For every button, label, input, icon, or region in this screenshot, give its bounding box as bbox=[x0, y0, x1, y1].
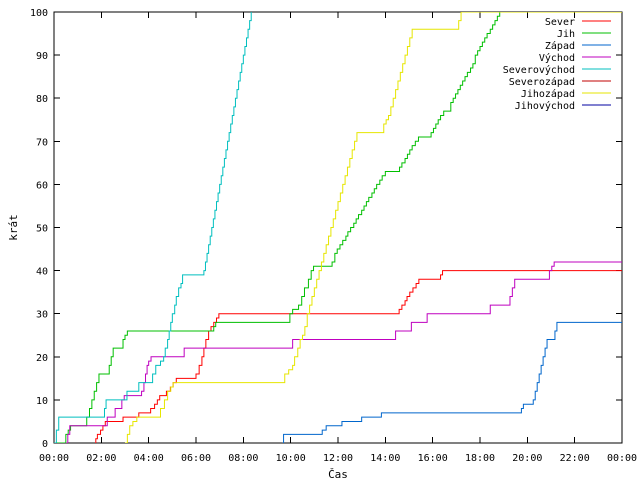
series-line-3 bbox=[65, 261, 622, 443]
x-tick-label: 04:00 bbox=[134, 453, 164, 464]
legend-label: Jih bbox=[557, 29, 575, 40]
legend-label: Jihovýchod bbox=[515, 100, 575, 112]
x-tick-label: 00:00 bbox=[607, 453, 637, 464]
y-tick-label: 90 bbox=[36, 51, 48, 62]
x-tick-label: 20:00 bbox=[512, 453, 542, 464]
legend-label: Severovýchod bbox=[503, 64, 575, 76]
y-tick-label: 100 bbox=[30, 8, 48, 19]
y-tick-label: 70 bbox=[36, 137, 48, 148]
y-tick-label: 30 bbox=[36, 310, 48, 321]
x-tick-label: 06:00 bbox=[181, 453, 211, 464]
series-line-6 bbox=[125, 12, 622, 443]
legend-label: Sever bbox=[545, 17, 575, 28]
axis-ticks: 0 10 20 30 40 50 60 70 80 90 100 00:00 02:00 04:00 06:… bbox=[30, 8, 637, 464]
x-tick-label: 14:00 bbox=[370, 453, 400, 464]
legend-label: Východ bbox=[539, 52, 575, 64]
y-tick-label: 60 bbox=[36, 180, 48, 191]
series-line-4 bbox=[54, 12, 252, 443]
y-tick-label: 80 bbox=[36, 94, 48, 105]
x-tick-label: 22:00 bbox=[560, 453, 590, 464]
series-line-2 bbox=[282, 321, 622, 443]
x-tick-label: 00:00 bbox=[39, 453, 69, 464]
y-tick-label: 0 bbox=[42, 439, 48, 450]
y-axis-label: krát bbox=[7, 214, 20, 241]
x-tick-label: 08:00 bbox=[228, 453, 258, 464]
x-tick-label: 02:00 bbox=[86, 453, 116, 464]
y-tick-label: 50 bbox=[36, 224, 48, 235]
y-tick-label: 20 bbox=[36, 353, 48, 364]
x-tick-label: 16:00 bbox=[418, 453, 448, 464]
x-tick-label: 12:00 bbox=[323, 453, 353, 464]
x-tick-label: 18:00 bbox=[465, 453, 495, 464]
series-lines bbox=[54, 12, 622, 443]
y-tick-label: 40 bbox=[36, 267, 48, 278]
legend: SeverJihZápadVýchodSeverovýchodSeverozáp… bbox=[503, 17, 611, 112]
series-line-0 bbox=[95, 270, 622, 443]
legend-label: Západ bbox=[545, 40, 575, 52]
x-tick-label: 10:00 bbox=[276, 453, 306, 464]
x-axis-label: Čas bbox=[328, 468, 348, 480]
y-tick-label: 10 bbox=[36, 396, 48, 407]
legend-label: Jihozápad bbox=[521, 88, 575, 100]
series-line-1 bbox=[54, 12, 622, 443]
legend-label: Severozápad bbox=[509, 76, 575, 88]
